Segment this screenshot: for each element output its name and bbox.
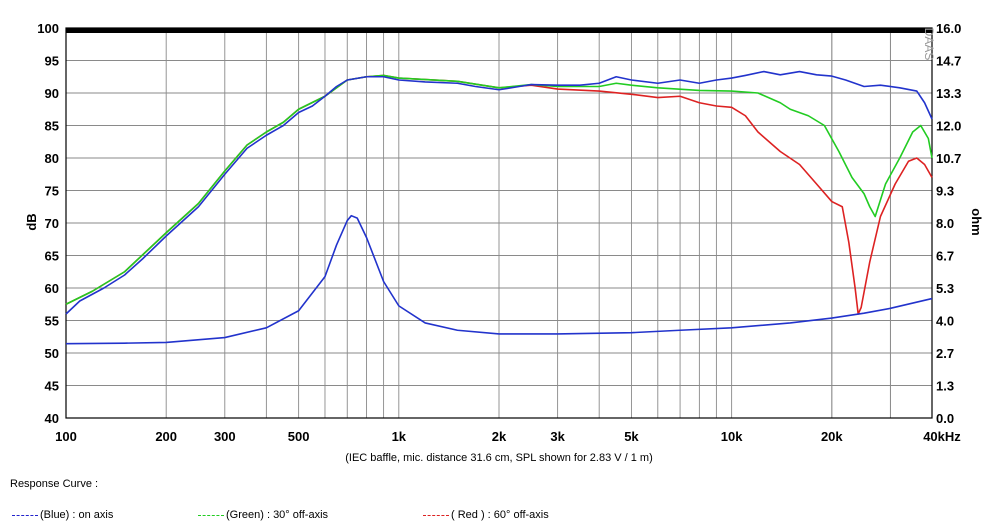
legend-item-red: ( Red ) : 60° off-axis <box>423 509 549 521</box>
x-axis-note: (IEC baffle, mic. distance 31.6 cm, SPL … <box>345 452 653 464</box>
y-tick-label: 100 <box>37 21 59 36</box>
y2-axis-label: ohm <box>969 208 984 235</box>
x-tick-label: 2k <box>492 429 507 444</box>
y-tick-label: 65 <box>45 249 59 264</box>
legend-swatch-green <box>198 514 224 516</box>
y-tick-label: 85 <box>45 119 59 134</box>
y2-tick-label: 16.0 <box>936 21 961 36</box>
y-tick-label: 70 <box>45 216 59 231</box>
legend-title: Response Curve : <box>10 478 99 490</box>
legend-label-blue: (Blue) : on axis <box>40 509 114 521</box>
x-tick-label: 1k <box>392 429 407 444</box>
y-tick-label: 90 <box>45 86 59 101</box>
y-tick-label: 40 <box>45 411 59 426</box>
legend-swatch-red <box>423 514 449 516</box>
y2-tick-label: 6.7 <box>936 249 954 264</box>
y-tick-label: 55 <box>45 314 59 329</box>
y-tick-label: 60 <box>45 281 59 296</box>
y2-tick-label: 2.7 <box>936 346 954 361</box>
frequency-response-chart: 100 200 300 500 1k 2k 3k 5k 10k 20k 40kHz 40 45 50 55 6… <box>24 21 984 464</box>
grid <box>66 28 932 418</box>
legend-swatch-blue <box>12 514 38 516</box>
legend-label-red: ( Red ) : 60° off-axis <box>451 509 549 521</box>
x-tick-label: 40kHz <box>923 429 961 444</box>
x-tick-label: 300 <box>214 429 236 444</box>
x-tick-label: 5k <box>624 429 639 444</box>
legend-item-blue: (Blue) : on axis <box>12 509 113 521</box>
x-tick-label: 500 <box>288 429 310 444</box>
y2-tick-label: 1.3 <box>936 379 954 394</box>
x-tick-label: 100 <box>55 429 77 444</box>
ticks-group: 100 200 300 500 1k 2k 3k 5k 10k 20k 40kHz 40 45 50 55 6… <box>37 21 961 444</box>
y2-tick-label: 5.3 <box>936 281 954 296</box>
x-tick-label: 10k <box>721 429 743 444</box>
x-tick-label: 200 <box>155 429 177 444</box>
curve-impedance <box>65 214 933 345</box>
y2-tick-label: 4.0 <box>936 314 954 329</box>
plot-top-band <box>66 28 932 33</box>
y2-tick-label: 13.3 <box>936 86 961 101</box>
legend-label-green: (Green) : 30° off-axis <box>226 509 329 521</box>
y-tick-label: 80 <box>45 151 59 166</box>
watermark: DAAS <box>922 28 936 61</box>
y-axis-label: dB <box>24 213 39 230</box>
y2-tick-label: 0.0 <box>936 411 954 426</box>
y-tick-label: 45 <box>45 379 59 394</box>
y-tick-label: 75 <box>45 184 59 199</box>
y2-tick-label: 8.0 <box>936 216 954 231</box>
legend-item-green: (Green) : 30° off-axis <box>198 509 328 521</box>
series-group <box>65 70 933 345</box>
y2-tick-label: 14.7 <box>936 54 961 69</box>
x-tick-label: 3k <box>550 429 565 444</box>
y2-tick-label: 12.0 <box>936 119 961 134</box>
y2-tick-label: 10.7 <box>936 151 961 166</box>
y-tick-label: 50 <box>45 346 59 361</box>
curve-30-off-axis <box>65 74 933 305</box>
curve-on-axis <box>65 70 933 315</box>
y-tick-label: 95 <box>45 54 59 69</box>
y2-tick-label: 9.3 <box>936 184 954 199</box>
x-tick-label: 20k <box>821 429 843 444</box>
